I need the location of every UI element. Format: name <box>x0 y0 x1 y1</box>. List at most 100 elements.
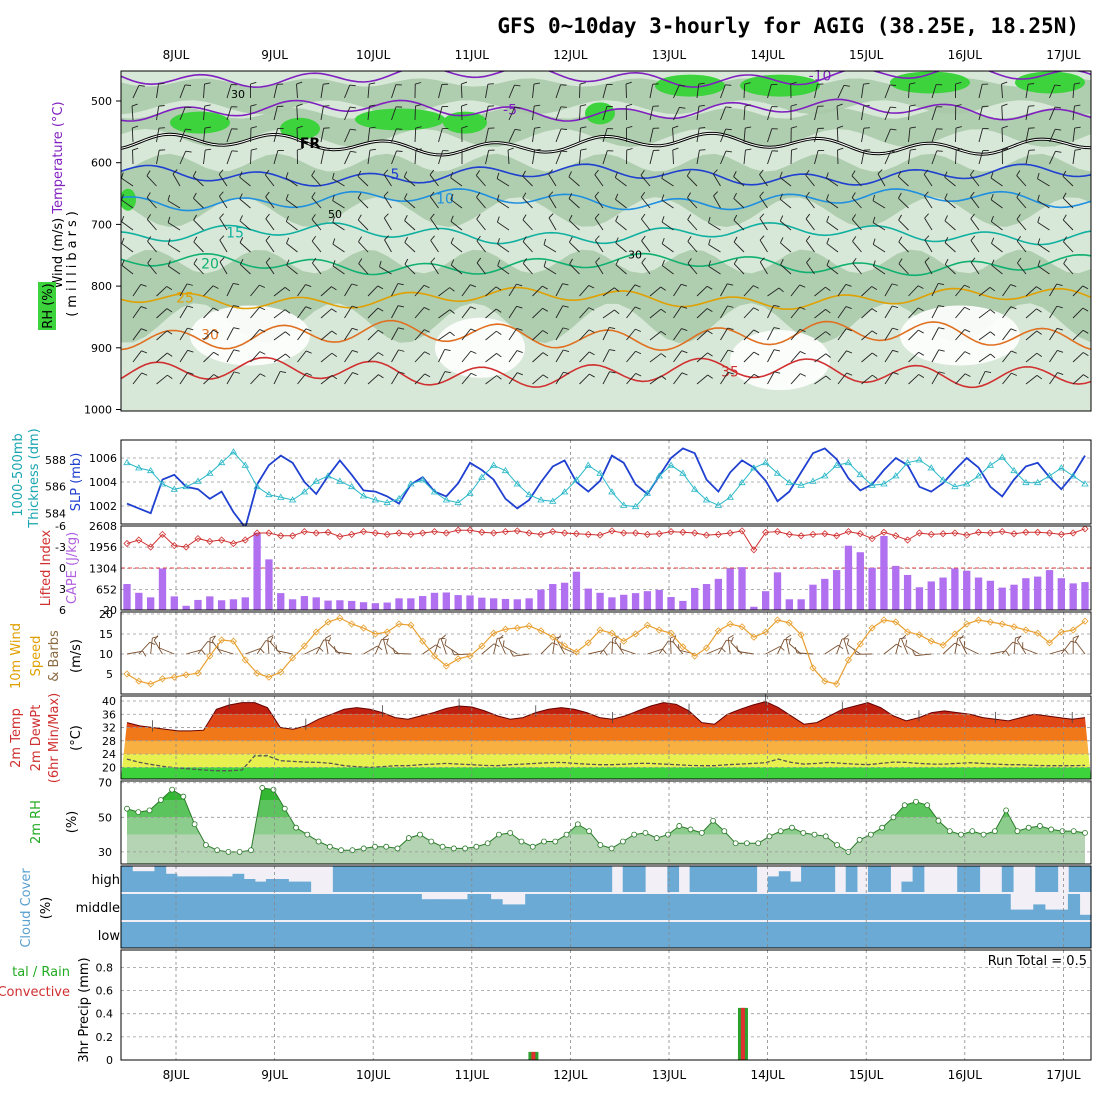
cloud-bar <box>559 894 572 920</box>
cape-bar <box>348 600 356 610</box>
cloud-bar <box>393 922 406 948</box>
wind-speed-marker <box>632 630 640 638</box>
li-marker <box>1081 525 1089 533</box>
wind-barb <box>814 128 819 143</box>
surface-wind-barb-flag <box>1074 635 1079 642</box>
wind-barb-flag <box>989 287 996 292</box>
wind-barb <box>332 243 345 253</box>
cloud-bar <box>322 922 335 948</box>
wind-barb-flag <box>560 128 568 130</box>
cape-bar <box>454 595 462 610</box>
wind-barb <box>218 196 228 209</box>
cloud-bar <box>889 922 903 948</box>
wind-barb-flag <box>872 260 876 267</box>
surface-wind-barb-flag <box>603 650 608 656</box>
cloud-bar <box>1035 866 1048 892</box>
wind-barb-flag <box>193 258 198 264</box>
wind-barb-flag <box>1056 327 1063 331</box>
wind-barb <box>1037 221 1050 231</box>
wind-barb <box>404 198 416 209</box>
wind-barb <box>673 328 682 341</box>
wind-barb <box>594 196 604 209</box>
cloud-bar <box>848 894 861 920</box>
wind-barb <box>1016 218 1027 231</box>
wind-barb <box>1016 175 1027 187</box>
wind-barb-flag <box>661 259 665 266</box>
svg-text:2m DewPt: 2m DewPt <box>29 705 44 772</box>
wind-barb <box>239 264 251 275</box>
cloud-bar <box>830 922 844 948</box>
wind-barb <box>790 284 800 297</box>
wind-barb-flag <box>594 213 600 219</box>
wind-barb <box>497 243 510 253</box>
wind-barb-flag <box>851 192 856 198</box>
wind-speed-marker <box>419 637 427 645</box>
wind-barb <box>1025 128 1030 143</box>
wind-barb-flag <box>487 83 494 85</box>
precip-frame <box>120 949 1092 1061</box>
cloud-bar <box>789 881 802 892</box>
wind-barb-flag <box>424 329 430 333</box>
wind-speed-marker <box>194 669 202 677</box>
wind-speed-marker <box>986 618 994 626</box>
wind-speed-marker <box>809 664 817 672</box>
cloud-bar <box>913 922 926 948</box>
wind-barb-flag <box>239 193 243 200</box>
wind-speed-marker <box>1081 617 1089 625</box>
wind-barb-flag <box>1037 260 1041 267</box>
wind-barb-flag <box>496 375 502 380</box>
cape-bar <box>229 599 238 610</box>
wind-barb <box>320 106 324 121</box>
wind-barb-flag <box>773 304 780 307</box>
wind-barb-flag <box>641 235 646 242</box>
li-marker <box>490 529 498 537</box>
date-label: 15JUL <box>849 1068 884 1082</box>
cloud-bar <box>894 894 907 920</box>
wind-barb <box>931 106 937 121</box>
wind-barb <box>944 242 956 253</box>
surface-wind-barb-flag <box>901 634 907 640</box>
wind-barb <box>391 84 397 99</box>
wind-barb-flag <box>233 371 240 374</box>
wind-barb-flag <box>589 351 595 356</box>
wind-barb-flag <box>516 327 523 331</box>
thickness-marker <box>892 472 900 479</box>
wind-barb <box>555 283 563 297</box>
rh-contour-label: 30 <box>628 248 642 261</box>
rh-marker <box>507 829 514 836</box>
surface-wind-barb <box>959 639 968 655</box>
wind-barb-flag <box>661 237 665 244</box>
wind-barb <box>696 285 708 297</box>
rh-marker <box>574 821 581 828</box>
wind-barb <box>884 84 891 99</box>
cloud-bar <box>912 866 925 892</box>
wind-speed-marker <box>620 637 628 645</box>
wind-barb-flag <box>470 372 477 377</box>
cloud-bar <box>488 866 501 892</box>
rh-contour-label: 30 <box>231 88 245 101</box>
wind-barb-flag <box>146 192 151 198</box>
rh-marker <box>214 847 221 854</box>
surface-wind-barb <box>1060 640 1072 655</box>
wind-barb <box>332 200 345 209</box>
wind-barb-flag <box>167 216 171 223</box>
wind-barb-flag <box>332 260 336 267</box>
wind-barb-flag <box>423 307 430 311</box>
wind-barb <box>1049 106 1056 121</box>
wind-barb-flag <box>1074 148 1081 151</box>
wind-barb <box>649 353 662 363</box>
rh-ylabel: 2m RH (%) <box>29 800 80 844</box>
wind-barb-flag <box>1037 172 1040 179</box>
wind-barb-flag <box>542 352 549 357</box>
wind-barb-flag <box>780 237 784 244</box>
wind-barb-flag <box>193 214 197 221</box>
cloud-bar <box>440 922 453 948</box>
cloud-bar <box>502 904 515 920</box>
wind-barb <box>672 128 674 143</box>
wind-barb-flag <box>745 148 752 151</box>
wind-speed-marker <box>738 623 746 631</box>
pressure-tick-label: 600 <box>91 157 112 170</box>
wind-barb <box>1072 307 1084 319</box>
wind-barb-flag <box>687 258 692 264</box>
wind-barb <box>602 150 608 165</box>
